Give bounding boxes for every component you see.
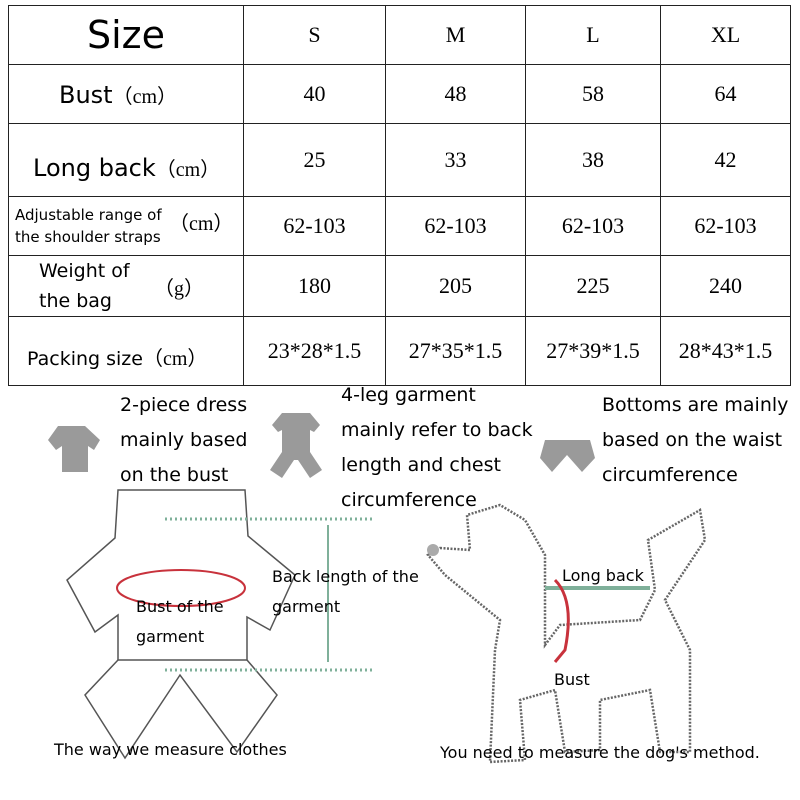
- row-unit: （g）: [154, 278, 204, 300]
- dog-caption: You need to measure the dog's method.: [440, 743, 760, 762]
- row-label: Weight of: [39, 260, 130, 282]
- row-label: Adjustable range of: [15, 206, 162, 224]
- cell: 23*28*1.5: [243, 316, 386, 386]
- cell: 62-103: [385, 196, 526, 256]
- table-row: Packing size（cm） 23*28*1.5 27*35*1.5 27*39…: [8, 316, 791, 386]
- cell: 225: [525, 255, 661, 317]
- cell: 48: [385, 64, 526, 124]
- back-length-label: Back length of the garment: [272, 567, 419, 616]
- cell: 240: [660, 255, 791, 317]
- size-table: Size S M L XL Bust（cm） 40 48 58 64 Long bac…: [8, 5, 791, 386]
- cell: 180: [243, 255, 386, 317]
- row-unit: （cm）: [155, 158, 221, 181]
- row-unit: （cm）: [169, 213, 234, 235]
- cell: 58: [525, 64, 661, 124]
- note-dress: 2-piece dress mainly based on the bust: [120, 394, 248, 486]
- four-leg-garment-icon: [270, 413, 322, 478]
- garment-bust-line: [116, 569, 246, 607]
- row-label-2: the bag: [39, 290, 112, 312]
- row-label: Bust: [59, 80, 113, 109]
- table-row: Long back（cm） 25 33 38 42: [8, 123, 791, 197]
- cell: 25: [243, 123, 386, 197]
- note-four-leg: 4-leg garment mainly refer to back length …: [341, 384, 533, 511]
- dog-long-back-label: Long back: [562, 566, 644, 585]
- dog-bust-label: Bust: [554, 670, 590, 689]
- table-row: Weight of the bag （g） 180 205 225 240: [8, 255, 791, 317]
- cell: 27*35*1.5: [385, 316, 526, 386]
- dress-icon: [48, 426, 100, 472]
- garment-outline: [66, 489, 296, 760]
- clothes-caption: The way we measure clothes: [54, 740, 287, 759]
- table-row: Adjustable range of the shoulder straps （c…: [8, 196, 791, 256]
- table-row: Bust（cm） 40 48 58 64: [8, 64, 791, 124]
- cell: 33: [385, 123, 526, 197]
- row-label-2: the shoulder straps: [15, 228, 161, 246]
- row-unit: （cm）: [112, 85, 178, 108]
- cell: 62-103: [660, 196, 791, 256]
- cell: 27*39*1.5: [525, 316, 661, 386]
- garment-bust-label: Bust of the garment: [136, 597, 224, 646]
- dog-bust-line: [553, 578, 570, 663]
- cell: 42: [660, 123, 791, 197]
- dog-nose: [427, 544, 439, 556]
- row-label: Long back: [33, 153, 156, 182]
- cell: 40: [243, 64, 386, 124]
- size-header: Size: [8, 5, 244, 65]
- note-bottoms: Bottoms are mainly based on the waist circ…: [602, 394, 789, 486]
- dog-outline: [426, 503, 707, 764]
- row-unit: （cm）: [142, 347, 208, 370]
- table-header-row: Size S M L XL: [8, 5, 791, 65]
- row-label: Packing size: [27, 347, 143, 370]
- bottoms-icon: [540, 440, 595, 472]
- size-s: S: [243, 5, 386, 65]
- cell: 28*43*1.5: [660, 316, 791, 386]
